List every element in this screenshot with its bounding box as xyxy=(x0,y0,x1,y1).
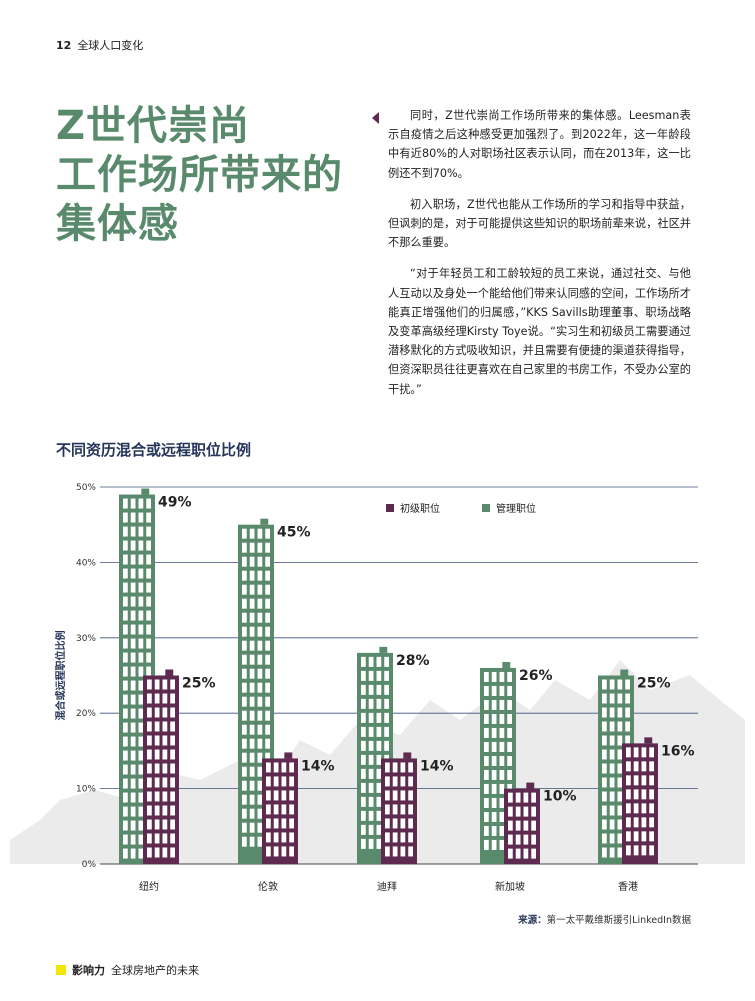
source-label: 来源： xyxy=(518,915,547,926)
section-name: 全球人口变化 xyxy=(77,39,144,52)
legend-swatch xyxy=(482,504,490,512)
data-label-management: 25% xyxy=(637,676,671,692)
paragraph: “对于年轻员工和工龄较短的员工来说，通过社交、与他人互动以及身处一个能给他们带来… xyxy=(388,267,691,396)
x-tick-label: 纽约 xyxy=(139,880,159,893)
y-tick-label: 10% xyxy=(76,785,96,795)
data-label-management: 26% xyxy=(519,668,553,684)
article-title: Z世代崇尚 工作场所带来的 集体感 xyxy=(56,102,343,249)
data-label-junior: 16% xyxy=(661,743,695,759)
y-tick-label: 0% xyxy=(82,860,97,870)
title-line: 工作场所带来的 xyxy=(56,152,343,198)
x-tick-label: 伦敦 xyxy=(258,880,278,893)
data-label-junior: 10% xyxy=(543,789,577,805)
bar-junior xyxy=(262,752,298,864)
x-tick-label: 迪拜 xyxy=(377,881,397,893)
x-tick-label: 香港 xyxy=(618,881,638,893)
footer-brand: 影响力 xyxy=(72,964,105,977)
data-label-junior: 25% xyxy=(182,676,216,692)
bar-junior xyxy=(622,737,658,864)
x-tick-label: 新加坡 xyxy=(495,880,525,893)
data-label-junior: 14% xyxy=(420,758,454,774)
paragraph: 初入职场，Z世代也能从工作场所的学习和指导中获益，但讽刺的是，对于可能提供这些知… xyxy=(388,197,691,250)
y-tick-label: 40% xyxy=(76,558,96,568)
y-tick-label: 30% xyxy=(76,634,96,644)
bar-junior xyxy=(143,669,179,864)
bar-junior xyxy=(381,752,417,864)
data-label-management: 28% xyxy=(396,653,430,669)
data-label-management: 45% xyxy=(277,525,311,541)
paragraph: 同时，Z世代崇尚工作场所带来的集体感。Leesman表示自疫情之后这种感受更加强… xyxy=(388,109,691,180)
footer-text: 全球房地产的未来 xyxy=(111,964,199,977)
page-header: 12 全球人口变化 xyxy=(56,37,143,53)
source-text: 第一太平戴维斯援引LinkedIn数据 xyxy=(546,915,691,926)
title-line: 集体感 xyxy=(56,201,179,247)
triangle-marker-icon xyxy=(372,112,379,124)
bar-chart: 0% 10% 20% 30% 40% 50% 混合或远程职位比例 49% 25% 纽约 45% 14%… xyxy=(10,483,745,893)
legend-label: 管理职位 xyxy=(496,502,536,515)
y-tick-label: 50% xyxy=(76,483,96,493)
legend-swatch xyxy=(386,504,394,512)
source-note: 来源：第一太平戴维斯援引LinkedIn数据 xyxy=(518,912,691,926)
chart-title: 不同资历混合或远程职位比例 xyxy=(56,441,252,459)
page-footer: 影响力 全球房地产的未来 xyxy=(56,962,199,978)
y-tick-label: 20% xyxy=(76,709,96,719)
footer-accent-square xyxy=(56,965,66,975)
y-axis-label: 混合或远程职位比例 xyxy=(54,631,67,721)
page-number: 12 xyxy=(56,39,72,52)
data-label-junior: 14% xyxy=(301,758,335,774)
data-label-management: 49% xyxy=(158,495,192,511)
article-body: 同时，Z世代崇尚工作场所带来的集体感。Leesman表示自疫情之后这种感受更加强… xyxy=(388,106,691,411)
bar-junior xyxy=(504,782,540,864)
legend-label: 初级职位 xyxy=(400,502,440,515)
title-line: Z世代崇尚 xyxy=(56,103,251,149)
